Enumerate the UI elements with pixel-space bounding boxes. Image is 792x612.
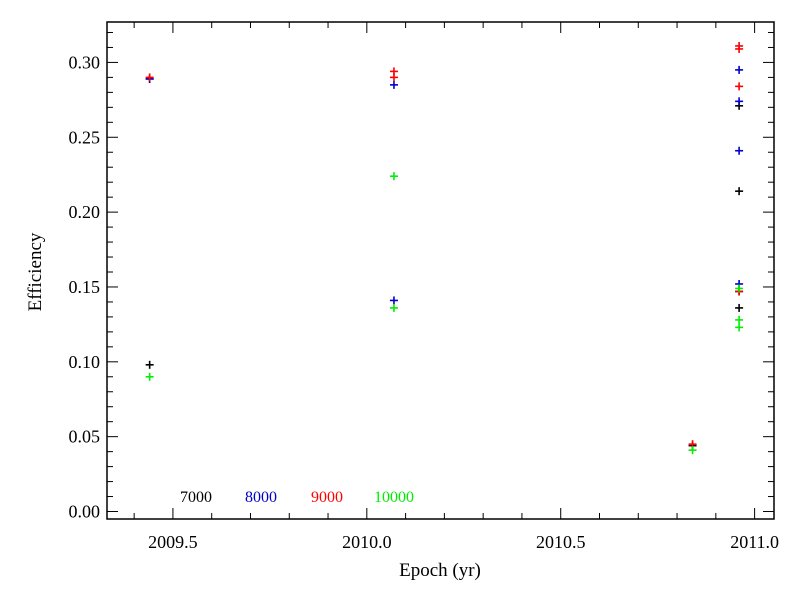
y-axis-title: Efficiency <box>25 232 46 311</box>
data-point-8000 <box>735 146 744 155</box>
data-point-10000 <box>735 315 744 324</box>
x-axis: 2009.5 2010.0 2010.5 2011.0 <box>133 22 779 552</box>
y-tick-label: 0.10 <box>69 352 101 372</box>
x-tick-label: 2010.5 <box>536 532 586 552</box>
data-point-9000 <box>389 73 398 82</box>
data-point-8000 <box>389 80 398 89</box>
x-tick-label: 2010.0 <box>342 532 392 552</box>
y-tick-label: 0.25 <box>69 127 101 147</box>
y-tick-label: 0.05 <box>69 427 101 447</box>
data-point-10000 <box>389 172 398 181</box>
y-tick-label: 0.15 <box>69 277 101 297</box>
data-point-10000 <box>735 323 744 332</box>
data-point-7000 <box>735 187 744 196</box>
data-point-8000 <box>735 97 744 106</box>
legend-label-10000: 10000 <box>374 489 414 506</box>
data-point-10000 <box>389 303 398 312</box>
data-point-9000 <box>145 73 154 82</box>
y-axis: 0.00 0.05 0.10 0.15 0.20 0.25 0.30 <box>69 31 774 522</box>
data-point-7000 <box>145 360 154 369</box>
data-point-9000 <box>735 82 744 91</box>
legend-label-8000: 8000 <box>245 489 277 506</box>
x-axis-title: Epoch (yr) <box>399 560 481 581</box>
x-tick-label: 2011.0 <box>730 532 779 552</box>
data-point-7000 <box>735 303 744 312</box>
y-tick-label: 0.00 <box>69 502 101 522</box>
legend-label-9000: 9000 <box>311 489 343 506</box>
x-tick-label: 2009.5 <box>148 532 198 552</box>
data-point-10000 <box>735 284 744 293</box>
plot-frame <box>106 21 775 520</box>
data-point-8000 <box>735 65 744 74</box>
data-points <box>145 41 744 455</box>
legend-label-7000: 7000 <box>180 489 212 506</box>
y-tick-label: 0.20 <box>69 202 101 222</box>
data-point-8000 <box>389 296 398 305</box>
data-point-9000 <box>735 44 744 53</box>
legend: 7000 8000 9000 10000 <box>180 489 414 506</box>
data-point-10000 <box>145 372 154 381</box>
data-point-10000 <box>688 446 697 455</box>
y-tick-label: 0.30 <box>69 52 101 72</box>
